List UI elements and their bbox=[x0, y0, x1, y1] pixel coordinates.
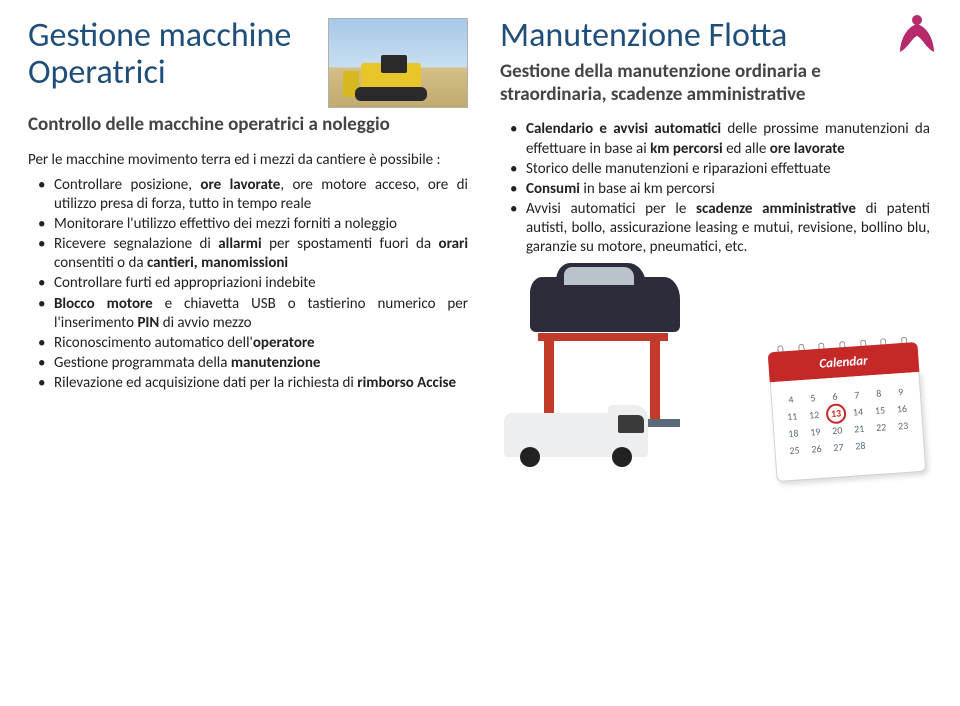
calendar-image: Calendar 4567891112131415161819202122232… bbox=[768, 342, 927, 482]
right-bullet-list: Calendario e avvisi automatici delle pro… bbox=[500, 120, 930, 258]
list-item: Ricevere segnalazione di allarmi per spo… bbox=[54, 235, 468, 273]
list-item: Avvisi automatici per le scadenze ammini… bbox=[526, 200, 930, 258]
van-image bbox=[500, 397, 650, 467]
list-item: Controllare posizione, ore lavorate, ore… bbox=[54, 176, 468, 214]
list-item: Riconoscimento automatico dell'operatore bbox=[54, 334, 468, 353]
calendar-grid: 45678911121314151618192021222325262728 bbox=[779, 378, 916, 459]
list-item: Controllare furti ed appropriazioni inde… bbox=[54, 274, 468, 293]
right-subtitle: Gestione della manutenzione ordinaria e … bbox=[500, 61, 930, 107]
left-subtitle: Controllo delle macchine operatrici a no… bbox=[28, 114, 468, 137]
left-title: Gestione macchine Operatrici bbox=[28, 18, 316, 91]
left-column: Gestione macchine Operatrici Controllo d… bbox=[28, 18, 468, 688]
list-item: Gestione programmata della manutenzione bbox=[54, 354, 468, 373]
list-item: Consumi in base ai km percorsi bbox=[526, 180, 930, 199]
list-item: Rilevazione ed acquisizione dati per la … bbox=[54, 374, 468, 393]
list-item: Blocco motore e chiavetta USB o tastieri… bbox=[54, 295, 468, 333]
left-intro: Per le macchine movimento terra ed i mez… bbox=[28, 151, 468, 170]
left-title-row: Gestione macchine Operatrici bbox=[28, 18, 468, 108]
right-title: Manutenzione Flotta bbox=[500, 18, 930, 55]
right-column: Manutenzione Flotta Gestione della manut… bbox=[500, 18, 930, 688]
bulldozer-image bbox=[328, 18, 468, 108]
right-illustration: Calendar 4567891112131415161819202122232… bbox=[500, 277, 930, 477]
left-bullet-list: Controllare posizione, ore lavorate, ore… bbox=[28, 176, 468, 395]
brand-logo bbox=[894, 14, 940, 54]
list-item: Storico delle manutenzioni e riparazioni… bbox=[526, 160, 930, 179]
list-item: Calendario e avvisi automatici delle pro… bbox=[526, 120, 930, 158]
list-item: Monitorare l'utilizzo effettivo dei mezz… bbox=[54, 215, 468, 234]
